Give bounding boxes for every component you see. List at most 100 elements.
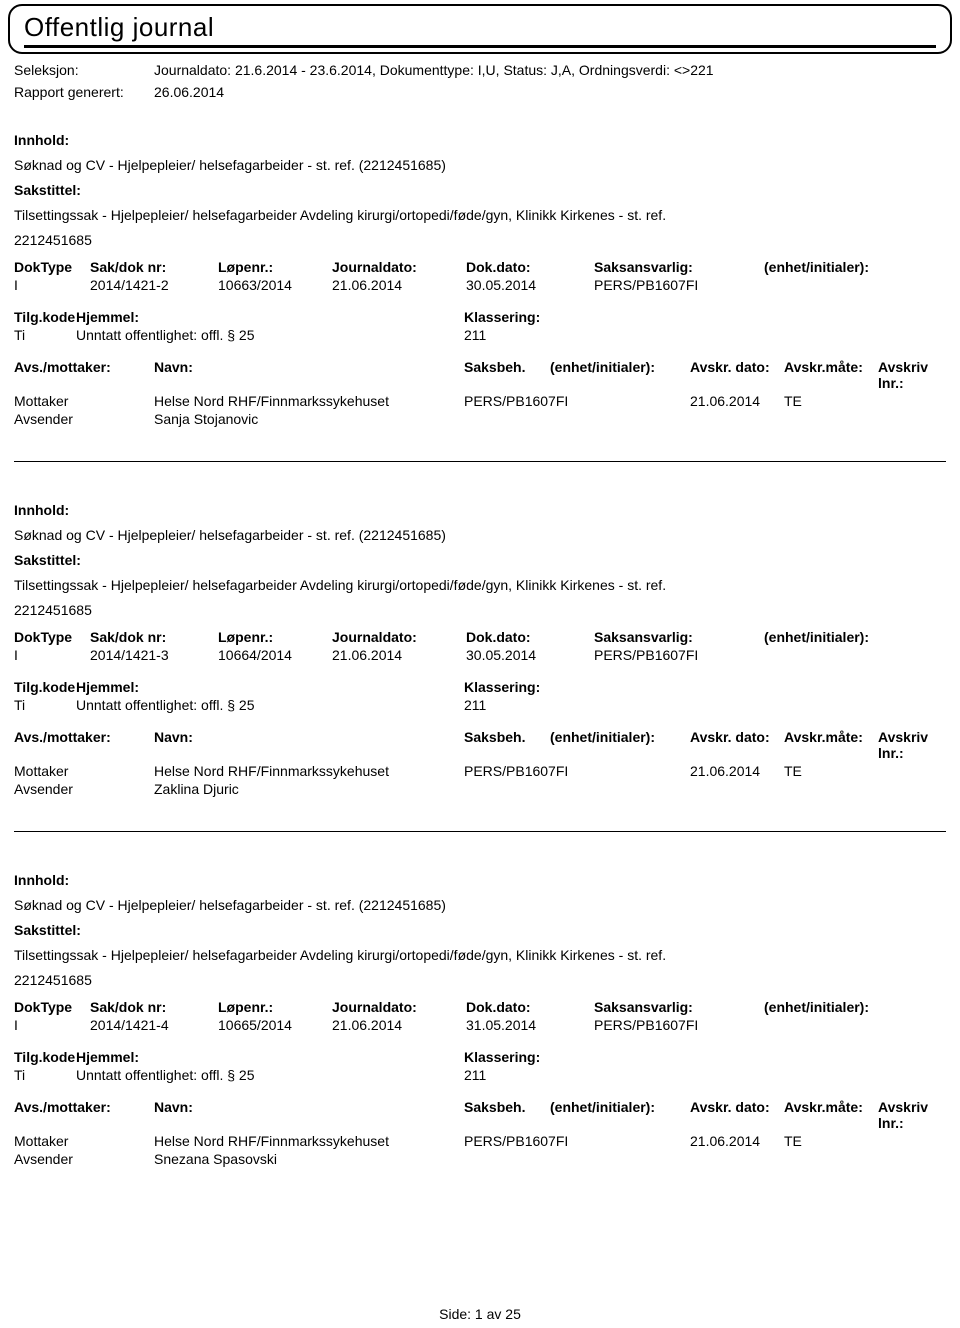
page-number: Side: 1 av 25 [439, 1306, 521, 1322]
seleksjon-value: Journaldato: 21.6.2014 - 23.6.2014, Doku… [154, 62, 714, 78]
sakstittel-line1: Tilsettingssak - Hjelpepleier/ helsefaga… [14, 575, 946, 596]
avsender-navn: Zaklina Djuric [154, 781, 464, 797]
col-tilgkode-label: Tilg.kode [14, 1049, 76, 1065]
val-dokdato: 30.05.2014 [466, 647, 594, 663]
col-ei-label: (enhet/initialer): [550, 729, 690, 761]
col-avsmottaker-label: Avs./mottaker: [14, 359, 154, 391]
tilg-header: Tilg.kode Hjemmel: Klassering: [14, 309, 946, 325]
tilg-values: Ti Unntatt offentlighet: offl. § 25 211 [14, 697, 946, 713]
mottaker-avskrdato: 21.06.2014 [690, 393, 784, 409]
val-enhet [764, 277, 946, 293]
cols-header: DokType Sak/dok nr: Løpenr.: Journaldato… [14, 259, 946, 275]
mottaker-navn: Helse Nord RHF/Finnmarkssykehuset [154, 763, 464, 779]
col-lopenr-label: Løpenr.: [218, 259, 332, 275]
col-sakdok-label: Sak/dok nr: [90, 259, 218, 275]
rapport-value: 26.06.2014 [154, 84, 224, 100]
col-navn-label: Navn: [154, 359, 464, 391]
col-dokdato-label: Dok.dato: [466, 259, 594, 275]
col-dokdato-label: Dok.dato: [466, 629, 594, 645]
mottaker-ei: PERS/PB1607FI [464, 763, 690, 779]
val-lopenr: 10664/2014 [218, 647, 332, 663]
avs-header: Avs./mottaker: Navn: Saksbeh. (enhet/ini… [14, 729, 946, 761]
role-avsender: Avsender [14, 411, 154, 427]
col-navn-label: Navn: [154, 729, 464, 761]
page-title: Offentlig journal [24, 12, 936, 43]
mottaker-navn: Helse Nord RHF/Finnmarkssykehuset [154, 1133, 464, 1149]
journal-record: Innhold: Søknad og CV - Hjelpepleier/ he… [14, 500, 946, 850]
sakstittel-label: Sakstittel: [14, 920, 946, 941]
avs-row-mottaker: Mottaker Helse Nord RHF/Finnmarkssykehus… [14, 393, 946, 409]
record-divider [14, 461, 946, 462]
val-lopenr: 10665/2014 [218, 1017, 332, 1033]
col-klassering-label: Klassering: [464, 309, 946, 325]
col-enhet-label: (enhet/initialer): [764, 999, 946, 1015]
val-tilgkode: Ti [14, 697, 76, 713]
val-doktype: I [14, 277, 90, 293]
val-journaldato: 21.06.2014 [332, 1017, 466, 1033]
avsender-navn: Snezana Spasovski [154, 1151, 464, 1167]
innhold-label: Innhold: [14, 870, 946, 891]
role-avsender: Avsender [14, 781, 154, 797]
meta-row-seleksjon: Seleksjon: Journaldato: 21.6.2014 - 23.6… [14, 62, 946, 78]
col-tilgkode-label: Tilg.kode [14, 679, 76, 695]
val-sakdok: 2014/1421-2 [90, 277, 218, 293]
mottaker-avskrmate: TE [784, 1133, 878, 1149]
cols-values: I 2014/1421-3 10664/2014 21.06.2014 30.0… [14, 647, 946, 663]
col-saksansvarlig-label: Saksansvarlig: [594, 629, 764, 645]
col-doktype-label: DokType [14, 999, 90, 1015]
header-underline [24, 45, 936, 48]
col-avskrmate-label: Avskr.måte: [784, 359, 878, 391]
header-box: Offentlig journal [8, 4, 952, 54]
avs-row-mottaker: Mottaker Helse Nord RHF/Finnmarkssykehus… [14, 763, 946, 779]
col-saksbeh-label: Saksbeh. [464, 729, 550, 761]
innhold-label: Innhold: [14, 130, 946, 151]
sakstittel-line1: Tilsettingssak - Hjelpepleier/ helsefaga… [14, 945, 946, 966]
tilg-values: Ti Unntatt offentlighet: offl. § 25 211 [14, 1067, 946, 1083]
mottaker-avskrlnr [878, 393, 946, 409]
col-klassering-label: Klassering: [464, 679, 946, 695]
role-avsender: Avsender [14, 1151, 154, 1167]
val-saksansvarlig: PERS/PB1607FI [594, 647, 764, 663]
col-avskrdato-label: Avskr. dato: [690, 729, 784, 761]
avs-header: Avs./mottaker: Navn: Saksbeh. (enhet/ini… [14, 359, 946, 391]
cols-values: I 2014/1421-4 10665/2014 21.06.2014 31.0… [14, 1017, 946, 1033]
val-saksansvarlig: PERS/PB1607FI [594, 277, 764, 293]
sakstittel-line1: Tilsettingssak - Hjelpepleier/ helsefaga… [14, 205, 946, 226]
col-doktype-label: DokType [14, 259, 90, 275]
col-saksansvarlig-label: Saksansvarlig: [594, 999, 764, 1015]
rapport-label: Rapport generert: [14, 84, 154, 100]
col-avskrmate-label: Avskr.måte: [784, 729, 878, 761]
col-lopenr-label: Løpenr.: [218, 629, 332, 645]
col-ei-label: (enhet/initialer): [550, 359, 690, 391]
col-saksbeh-label: Saksbeh. [464, 1099, 550, 1131]
role-mottaker: Mottaker [14, 393, 154, 409]
val-hjemmel: Unntatt offentlighet: offl. § 25 [76, 327, 464, 343]
meta-row-rapport: Rapport generert: 26.06.2014 [14, 84, 946, 100]
mottaker-avskrmate: TE [784, 393, 878, 409]
sakstittel-line2: 2212451685 [14, 600, 946, 621]
col-saksansvarlig-label: Saksansvarlig: [594, 259, 764, 275]
innhold-text: Søknad og CV - Hjelpepleier/ helsefagarb… [14, 525, 946, 546]
sakstittel-label: Sakstittel: [14, 550, 946, 571]
cols-values: I 2014/1421-2 10663/2014 21.06.2014 30.0… [14, 277, 946, 293]
journal-record: Innhold: Søknad og CV - Hjelpepleier/ he… [14, 870, 946, 1167]
col-hjemmel-label: Hjemmel: [76, 309, 464, 325]
col-hjemmel-label: Hjemmel: [76, 1049, 464, 1065]
page-footer: Side: 1 av 25 [0, 1306, 960, 1322]
sakstittel-line2: 2212451685 [14, 230, 946, 251]
val-doktype: I [14, 647, 90, 663]
val-doktype: I [14, 1017, 90, 1033]
tilg-header: Tilg.kode Hjemmel: Klassering: [14, 1049, 946, 1065]
avs-row-avsender: Avsender Snezana Spasovski [14, 1151, 946, 1167]
val-journaldato: 21.06.2014 [332, 277, 466, 293]
col-avskrlnr-label: Avskriv lnr.: [878, 729, 946, 761]
col-sakdok-label: Sak/dok nr: [90, 999, 218, 1015]
col-saksbeh-label: Saksbeh. [464, 359, 550, 391]
innhold-text: Søknad og CV - Hjelpepleier/ helsefagarb… [14, 155, 946, 176]
col-klassering-label: Klassering: [464, 1049, 946, 1065]
col-journaldato-label: Journaldato: [332, 629, 466, 645]
col-avsmottaker-label: Avs./mottaker: [14, 729, 154, 761]
val-saksansvarlig: PERS/PB1607FI [594, 1017, 764, 1033]
cols-header: DokType Sak/dok nr: Løpenr.: Journaldato… [14, 629, 946, 645]
avs-row-mottaker: Mottaker Helse Nord RHF/Finnmarkssykehus… [14, 1133, 946, 1149]
